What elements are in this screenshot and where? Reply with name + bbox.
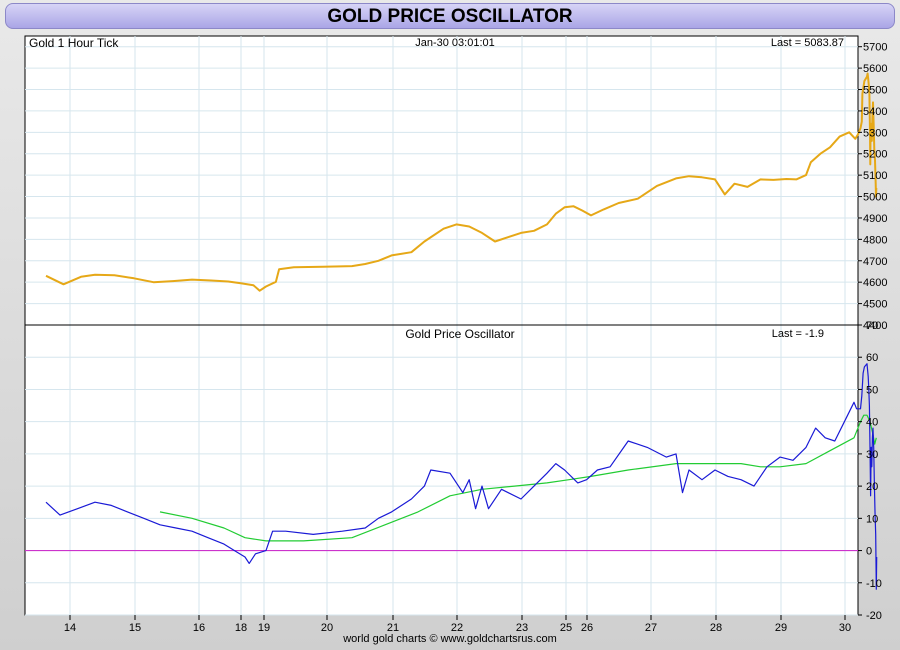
x-tick-label: 28 bbox=[710, 622, 722, 634]
x-tick-label: 18 bbox=[235, 622, 247, 634]
price-y-tick-label: 5400 bbox=[863, 106, 887, 118]
osc-y-tick-label: 60 bbox=[866, 352, 878, 364]
osc-y-tick-label: 30 bbox=[866, 449, 878, 461]
price-y-tick-label: 4400 bbox=[863, 320, 887, 332]
x-tick-label: 19 bbox=[258, 622, 270, 634]
osc-y-tick-label: 20 bbox=[866, 481, 878, 493]
price-y-tick-label: 4600 bbox=[863, 277, 887, 289]
price-panel-title: Gold 1 Hour Tick bbox=[29, 36, 119, 50]
gold-price-series bbox=[45, 72, 878, 292]
x-tick-label: 29 bbox=[775, 622, 787, 634]
price-y-tick-label: 4800 bbox=[863, 234, 887, 246]
series-layer bbox=[25, 72, 878, 590]
page-title: GOLD PRICE OSCILLATOR bbox=[5, 3, 895, 29]
price-y-tick-label: 5700 bbox=[863, 42, 887, 54]
oscillator-last-label: Last = -1.9 bbox=[772, 328, 824, 340]
x-tick-label: 20 bbox=[321, 622, 333, 634]
price-y-tick-label: 5000 bbox=[863, 192, 887, 204]
oscillator-series bbox=[45, 363, 878, 590]
x-tick-label: 21 bbox=[387, 622, 399, 634]
osc-y-tick-label: 10 bbox=[866, 513, 878, 525]
osc-y-tick-label: 70 bbox=[866, 320, 878, 332]
price-last-label: Last = 5083.87 bbox=[771, 37, 844, 49]
x-tick-label: 16 bbox=[193, 622, 205, 634]
osc-y-tick-label: 50 bbox=[866, 384, 878, 396]
oscillator-panel-title: Gold Price Oscillator bbox=[405, 327, 514, 341]
price-panel-timestamp: Jan-30 03:01:01 bbox=[415, 37, 495, 49]
osc-y-tick-label: 40 bbox=[866, 417, 878, 429]
x-tick-label: 25 bbox=[560, 622, 572, 634]
osc-y-tick-label: -10 bbox=[866, 578, 882, 590]
x-tick-label: 22 bbox=[451, 622, 463, 634]
oscillator-average-series bbox=[159, 414, 877, 542]
price-y-tick-label: 5200 bbox=[863, 149, 887, 161]
footer-credit: world gold charts © www.goldchartsrus.co… bbox=[343, 633, 557, 645]
x-tick-label: 26 bbox=[581, 622, 593, 634]
x-tick-label: 14 bbox=[64, 622, 76, 634]
price-y-tick-label: 5300 bbox=[863, 127, 887, 139]
x-tick-label: 30 bbox=[839, 622, 851, 634]
price-y-tick-label: 4700 bbox=[863, 256, 887, 268]
x-tick-label: 27 bbox=[645, 622, 657, 634]
x-tick-label: 15 bbox=[129, 622, 141, 634]
price-y-tick-label: 5600 bbox=[863, 63, 887, 75]
price-y-tick-label: 4500 bbox=[863, 299, 887, 311]
axis-layer: 14 15 16 18 19 20 21 22 23 25 26 27 28 29 30 4400 4500 46… bbox=[25, 42, 887, 634]
x-tick-label: 23 bbox=[516, 622, 528, 634]
osc-y-tick-label: 0 bbox=[866, 546, 872, 558]
osc-y-tick-label: -20 bbox=[866, 610, 882, 622]
price-y-tick-label: 4900 bbox=[863, 213, 887, 225]
price-y-tick-label: 5500 bbox=[863, 85, 887, 97]
price-y-tick-label: 5100 bbox=[863, 170, 887, 182]
